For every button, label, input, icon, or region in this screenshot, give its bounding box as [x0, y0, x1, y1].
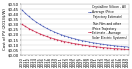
Crystalline Silicon - All
Average (Price
Trajectory Estimate) [124, 46, 125, 47]
Thin Film and other
(Price Trajectory
Estimate - Average
Solar Electric Systems) [78, 44, 79, 45]
Crystalline Silicon - All
Average (Price
Trajectory Estimate) [92, 42, 93, 43]
Crystalline Silicon - All
Average (Price
Trajectory Estimate) [120, 46, 122, 47]
Crystalline Silicon - All
Average (Price
Trajectory Estimate) [42, 26, 44, 27]
Thin Film and other
(Price Trajectory
Estimate - Average
Solar Electric Systems) [39, 33, 40, 34]
Crystalline Silicon - All
Average (Price
Trajectory Estimate) [78, 39, 79, 40]
Thin Film and other
(Price Trajectory
Estimate - Average
Solar Electric Systems) [60, 40, 62, 41]
Legend: Crystalline Silicon - All
Average (Price
Trajectory Estimate), Thin Film and oth: Crystalline Silicon - All Average (Price… [88, 5, 127, 40]
Crystalline Silicon - All
Average (Price
Trajectory Estimate) [25, 13, 26, 14]
Thin Film and other
(Price Trajectory
Estimate - Average
Solar Electric Systems) [46, 36, 47, 37]
Thin Film and other
(Price Trajectory
Estimate - Average
Solar Electric Systems) [124, 49, 125, 50]
Thin Film and other
(Price Trajectory
Estimate - Average
Solar Electric Systems) [99, 47, 100, 48]
Thin Film and other
(Price Trajectory
Estimate - Average
Solar Electric Systems) [92, 46, 93, 47]
Line: Thin Film and other
(Price Trajectory
Estimate - Average
Solar Electric Systems): Thin Film and other (Price Trajectory Es… [21, 24, 129, 50]
Thin Film and other
(Price Trajectory
Estimate - Average
Solar Electric Systems) [63, 41, 65, 42]
Y-axis label: Cost of PV (2013$/W): Cost of PV (2013$/W) [2, 8, 6, 50]
Crystalline Silicon - All
Average (Price
Trajectory Estimate) [70, 37, 72, 38]
Crystalline Silicon - All
Average (Price
Trajectory Estimate) [28, 16, 30, 17]
Thin Film and other
(Price Trajectory
Estimate - Average
Solar Electric Systems) [56, 39, 58, 40]
Crystalline Silicon - All
Average (Price
Trajectory Estimate) [67, 36, 69, 37]
Crystalline Silicon - All
Average (Price
Trajectory Estimate) [56, 33, 58, 34]
Thin Film and other
(Price Trajectory
Estimate - Average
Solar Electric Systems) [127, 49, 129, 50]
Thin Film and other
(Price Trajectory
Estimate - Average
Solar Electric Systems) [106, 47, 107, 48]
Crystalline Silicon - All
Average (Price
Trajectory Estimate) [46, 28, 47, 29]
Crystalline Silicon - All
Average (Price
Trajectory Estimate) [21, 9, 23, 10]
Thin Film and other
(Price Trajectory
Estimate - Average
Solar Electric Systems) [67, 42, 69, 43]
Crystalline Silicon - All
Average (Price
Trajectory Estimate) [95, 43, 97, 44]
Thin Film and other
(Price Trajectory
Estimate - Average
Solar Electric Systems) [49, 37, 51, 38]
Crystalline Silicon - All
Average (Price
Trajectory Estimate) [102, 44, 104, 45]
Crystalline Silicon - All
Average (Price
Trajectory Estimate) [85, 41, 86, 42]
Thin Film and other
(Price Trajectory
Estimate - Average
Solar Electric Systems) [32, 30, 33, 31]
Thin Film and other
(Price Trajectory
Estimate - Average
Solar Electric Systems) [42, 35, 44, 36]
Crystalline Silicon - All
Average (Price
Trajectory Estimate) [74, 38, 76, 39]
Thin Film and other
(Price Trajectory
Estimate - Average
Solar Electric Systems) [28, 28, 30, 29]
Thin Film and other
(Price Trajectory
Estimate - Average
Solar Electric Systems) [25, 26, 26, 27]
Crystalline Silicon - All
Average (Price
Trajectory Estimate) [106, 44, 107, 45]
Thin Film and other
(Price Trajectory
Estimate - Average
Solar Electric Systems) [116, 48, 118, 49]
Thin Film and other
(Price Trajectory
Estimate - Average
Solar Electric Systems) [74, 43, 76, 44]
Crystalline Silicon - All
Average (Price
Trajectory Estimate) [109, 45, 111, 46]
Crystalline Silicon - All
Average (Price
Trajectory Estimate) [63, 35, 65, 36]
Crystalline Silicon - All
Average (Price
Trajectory Estimate) [53, 31, 55, 32]
Crystalline Silicon - All
Average (Price
Trajectory Estimate) [32, 19, 33, 20]
Crystalline Silicon - All
Average (Price
Trajectory Estimate) [113, 45, 115, 46]
Crystalline Silicon - All
Average (Price
Trajectory Estimate) [99, 43, 100, 44]
Crystalline Silicon - All
Average (Price
Trajectory Estimate) [60, 34, 62, 35]
Thin Film and other
(Price Trajectory
Estimate - Average
Solar Electric Systems) [95, 46, 97, 47]
Thin Film and other
(Price Trajectory
Estimate - Average
Solar Electric Systems) [85, 45, 86, 46]
Thin Film and other
(Price Trajectory
Estimate - Average
Solar Electric Systems) [21, 24, 23, 25]
Thin Film and other
(Price Trajectory
Estimate - Average
Solar Electric Systems) [102, 47, 104, 48]
Crystalline Silicon - All
Average (Price
Trajectory Estimate) [39, 24, 40, 25]
Thin Film and other
(Price Trajectory
Estimate - Average
Solar Electric Systems) [35, 32, 37, 33]
Thin Film and other
(Price Trajectory
Estimate - Average
Solar Electric Systems) [53, 38, 55, 39]
Thin Film and other
(Price Trajectory
Estimate - Average
Solar Electric Systems) [113, 48, 115, 49]
Thin Film and other
(Price Trajectory
Estimate - Average
Solar Electric Systems) [109, 48, 111, 49]
Crystalline Silicon - All
Average (Price
Trajectory Estimate) [81, 40, 83, 41]
Line: Crystalline Silicon - All
Average (Price
Trajectory Estimate): Crystalline Silicon - All Average (Price… [21, 9, 129, 48]
